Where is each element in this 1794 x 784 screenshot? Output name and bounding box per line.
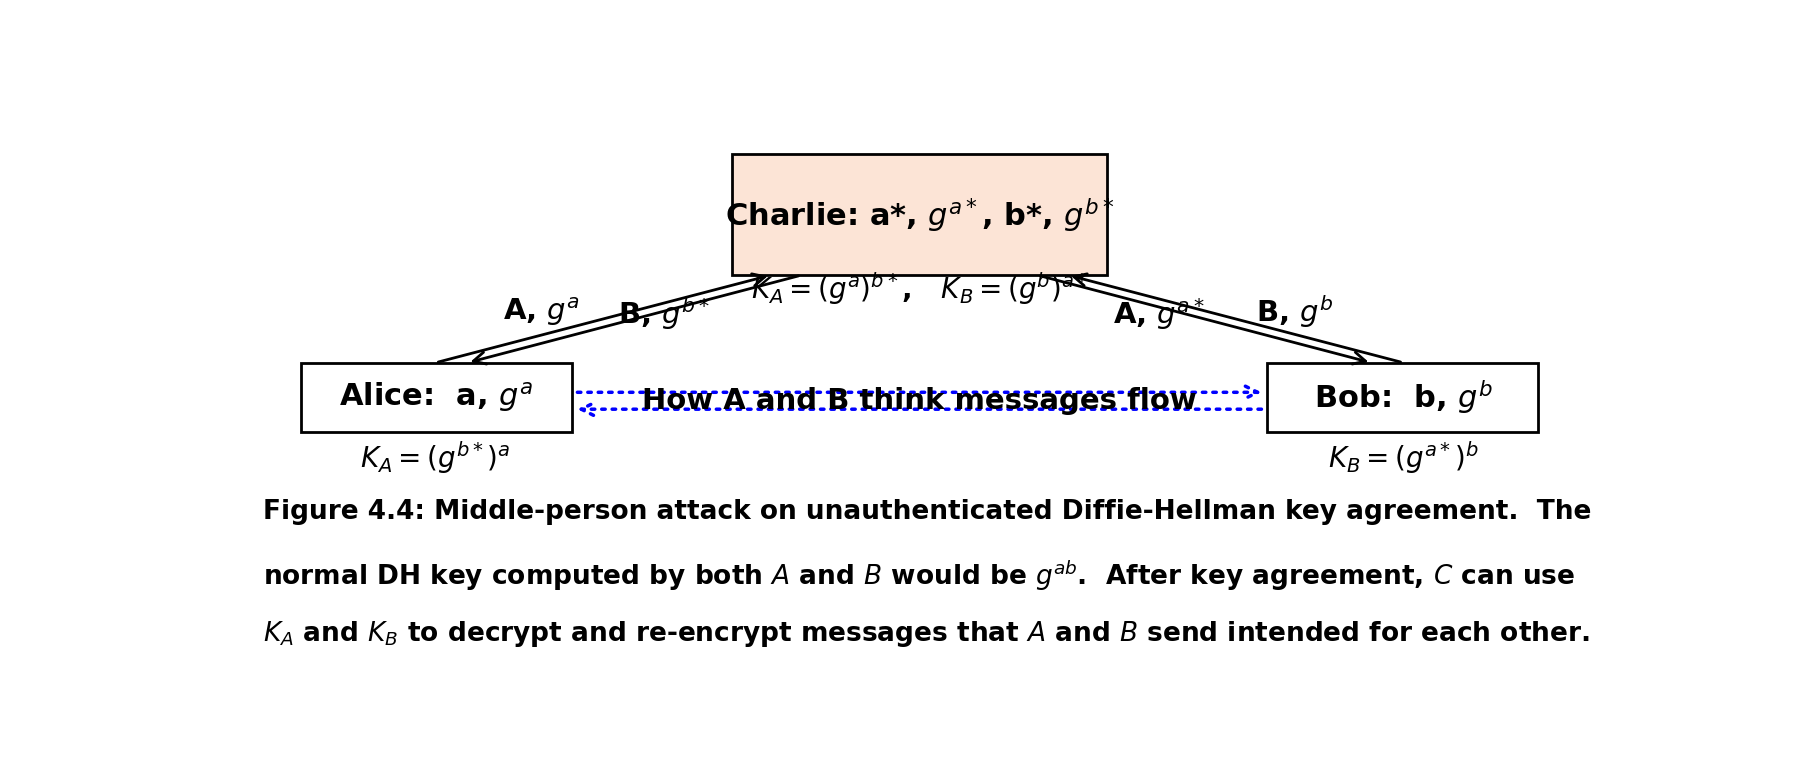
Text: A, $g^{a}$: A, $g^{a}$ [502, 296, 579, 328]
Text: $K_A$ and $K_B$ to decrypt and re-encrypt messages that $A$ and $B$ send intende: $K_A$ and $K_B$ to decrypt and re-encryp… [264, 619, 1589, 649]
Text: A, $g^{a*}$: A, $g^{a*}$ [1112, 296, 1204, 332]
FancyBboxPatch shape [732, 154, 1107, 275]
Text: How A and B think messages flow: How A and B think messages flow [642, 387, 1197, 415]
Text: normal DH key computed by both $A$ and $B$ would be $g^{ab}$.  After key agreeme: normal DH key computed by both $A$ and $… [264, 559, 1575, 593]
Text: $K_A = (g^{b*})^{a}$: $K_A = (g^{b*})^{a}$ [361, 439, 511, 476]
FancyBboxPatch shape [301, 363, 572, 432]
Text: $K_B = (g^{a*})^{b}$: $K_B = (g^{a*})^{b}$ [1328, 439, 1478, 476]
Text: Charlie: a*, $g^{a*}$, b*, $g^{b*}$: Charlie: a*, $g^{a*}$, b*, $g^{b*}$ [725, 196, 1114, 234]
Text: $K_A = (g^{a})^{b*}$,   $K_B = (g^{b})^{a*}$: $K_A = (g^{a})^{b*}$, $K_B = (g^{b})^{a*… [752, 270, 1087, 307]
Text: Bob:  b, $g^{b}$: Bob: b, $g^{b}$ [1313, 378, 1493, 416]
Text: Alice:  a, $g^{a}$: Alice: a, $g^{a}$ [339, 380, 533, 414]
Text: Figure 4.4: Middle-person attack on unauthenticated Diffie-Hellman key agreement: Figure 4.4: Middle-person attack on unau… [264, 499, 1591, 524]
Text: B, $g^{b}$: B, $g^{b}$ [1256, 293, 1333, 330]
Text: B, $g^{b*}$: B, $g^{b*}$ [617, 296, 709, 332]
FancyBboxPatch shape [1267, 363, 1537, 432]
